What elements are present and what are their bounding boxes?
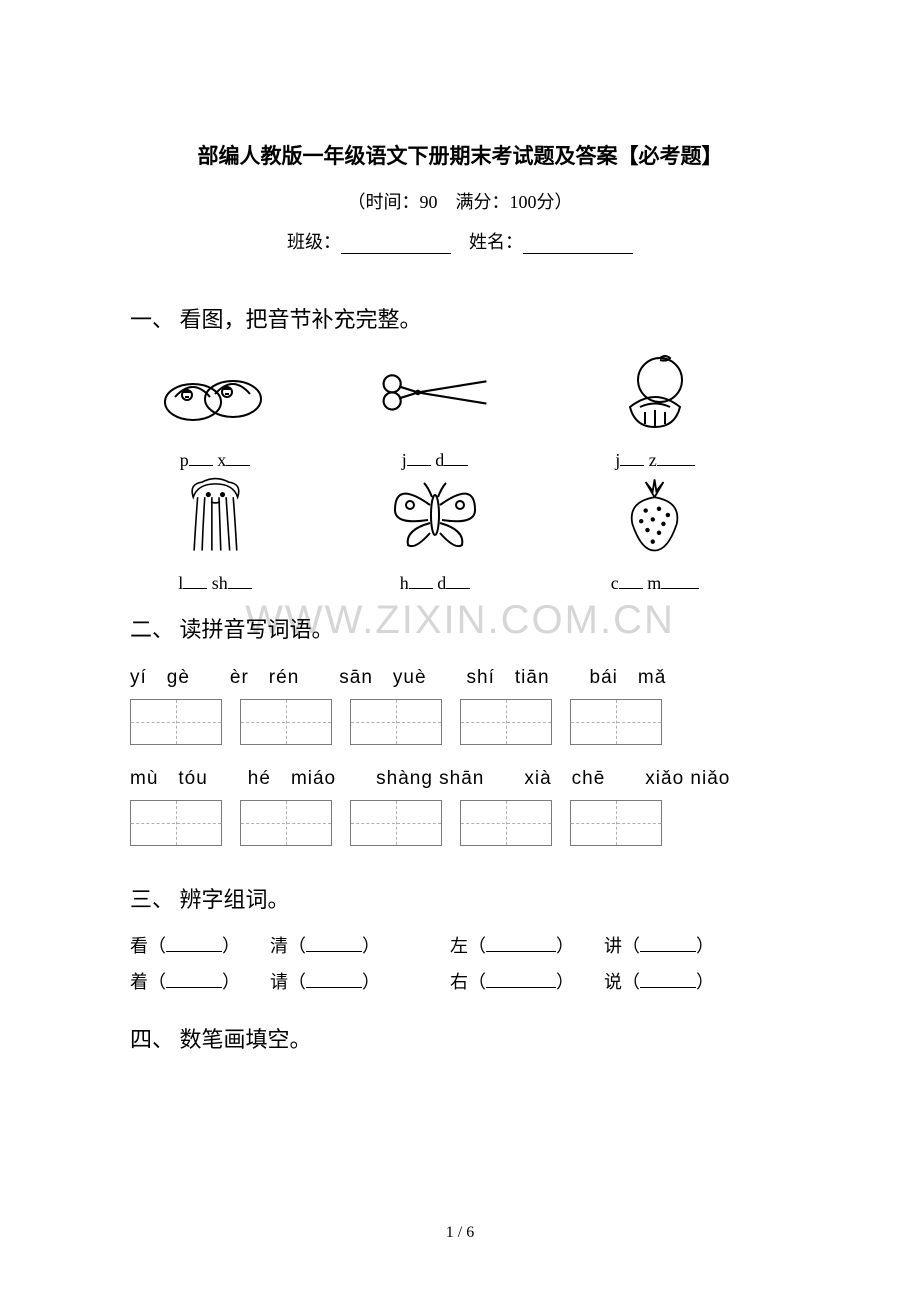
page-subtitle: （时间：90 满分：100分） xyxy=(130,188,790,214)
image-cell-scissors xyxy=(360,352,510,432)
char-box xyxy=(130,699,222,745)
bianzi-item: 看（） xyxy=(130,932,240,958)
butterfly-icon xyxy=(375,475,495,555)
page-title: 部编人教版一年级语文下册期末考试题及答案【必考题】 xyxy=(130,140,790,170)
char-box xyxy=(240,699,332,745)
name-label: 姓名： xyxy=(469,232,523,252)
pinyin-fill-6: c m xyxy=(611,571,700,594)
pinyin-fill-3: j z xyxy=(615,448,695,471)
section-1-heading: 一、 看图，把音节补充完整。 xyxy=(130,302,790,334)
section-3-heading: 三、 辨字组词。 xyxy=(130,882,790,914)
pinyin-fill-row-1: p x j d j z xyxy=(130,442,790,471)
char-box-row-2 xyxy=(130,800,790,846)
bianzi-item: 着（） xyxy=(130,968,240,994)
bianzi-item: 左（） xyxy=(450,932,574,958)
pinyin-line-1: yí gè èr rén sān yuè shí tiān bái mǎ xyxy=(130,662,790,689)
bianzi-row-1: 看（） 清（） 左（） 讲（） xyxy=(130,932,790,958)
pinyin-fill-2: j d xyxy=(402,448,469,471)
image-cell-shoes xyxy=(140,352,290,432)
pinyin-line-2: mù tóu hé miáo shàng shān xià chē xiǎo n… xyxy=(130,763,790,790)
char-box xyxy=(350,800,442,846)
char-box xyxy=(460,699,552,745)
char-box xyxy=(570,800,662,846)
bianzi-item: 右（） xyxy=(450,968,574,994)
char-box xyxy=(130,800,222,846)
willow-icon xyxy=(155,475,275,555)
bianzi-item: 说（） xyxy=(604,968,714,994)
pinyin-fill-5: h d xyxy=(400,571,471,594)
pinyin-fill-1: p x xyxy=(180,448,251,471)
section-4-heading: 四、 数笔画填空。 xyxy=(130,1022,790,1054)
page-content: 部编人教版一年级语文下册期末考试题及答案【必考题】 （时间：90 满分：100分… xyxy=(130,140,790,1054)
student-info-line: 班级： 姓名： xyxy=(130,228,790,254)
tangerine-icon xyxy=(595,352,715,432)
char-box-row-1 xyxy=(130,699,790,745)
class-label: 班级： xyxy=(287,232,341,252)
strawberry-icon xyxy=(595,475,715,555)
name-blank xyxy=(523,234,633,254)
pinyin-fill-row-2: l sh h d c m xyxy=(130,565,790,594)
page-number: 1 / 6 xyxy=(0,1224,920,1242)
image-cell-strawberry xyxy=(580,475,730,555)
bianzi-item: 清（） xyxy=(270,932,380,958)
scissors-icon xyxy=(375,352,495,432)
shoes-icon xyxy=(155,352,275,432)
image-cell-tangerine xyxy=(580,352,730,432)
image-row-1 xyxy=(130,352,790,432)
image-cell-willow xyxy=(140,475,290,555)
image-row-2 xyxy=(130,475,790,555)
bianzi-item: 请（） xyxy=(270,968,380,994)
char-box xyxy=(240,800,332,846)
image-cell-butterfly xyxy=(360,475,510,555)
char-box xyxy=(460,800,552,846)
pinyin-fill-4: l sh xyxy=(178,571,252,594)
char-box xyxy=(570,699,662,745)
section-2-heading: 二、 读拼音写词语。 xyxy=(130,612,790,644)
char-box xyxy=(350,699,442,745)
bianzi-row-2: 着（） 请（） 右（） 说（） xyxy=(130,968,790,994)
class-blank xyxy=(341,234,451,254)
bianzi-item: 讲（） xyxy=(604,932,714,958)
